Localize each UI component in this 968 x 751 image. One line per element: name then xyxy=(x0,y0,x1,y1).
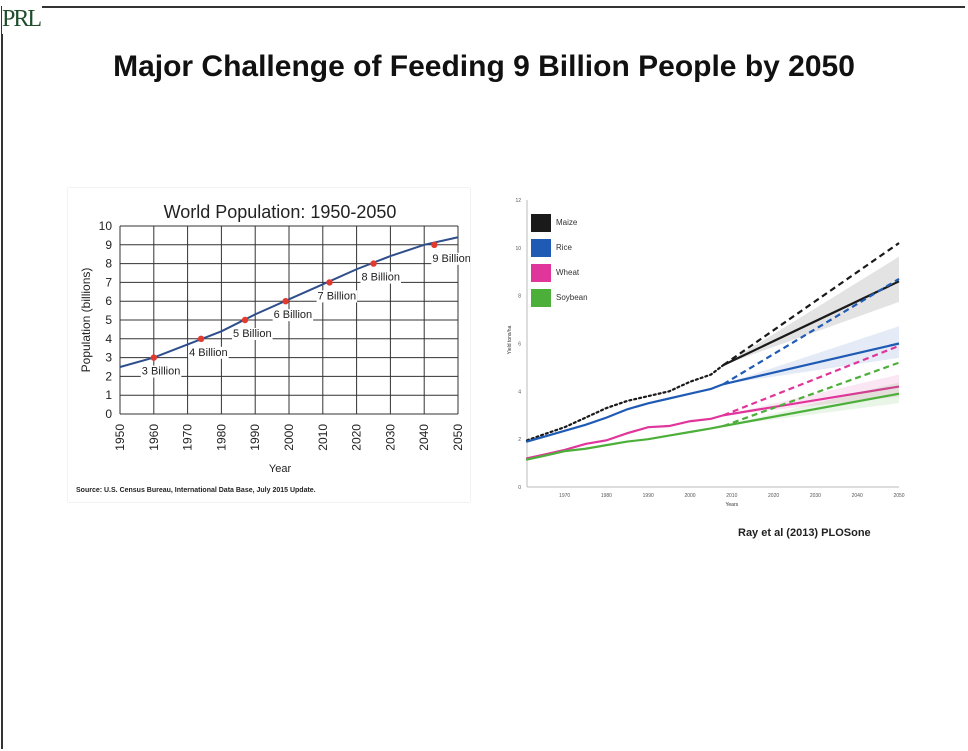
population-y-tick-label: 10 xyxy=(99,219,113,233)
rice-observed-line xyxy=(525,383,725,443)
population-milestone-marker xyxy=(150,354,157,361)
yield-y-tick-label: 6 xyxy=(518,342,521,348)
maize-target-projection xyxy=(722,242,900,366)
soybean-target-projection xyxy=(723,361,900,428)
yield-y-tick-label: 4 xyxy=(518,389,521,395)
slide-frame xyxy=(1,6,965,749)
rice-trend-projection xyxy=(723,342,900,386)
wheat-target-projection xyxy=(723,344,900,417)
maize-legend-swatch xyxy=(531,214,551,232)
wheat-trend-projection xyxy=(723,385,900,417)
crop-yield-svg: 0 2 4 6 8 10 12 1970 1980 1990 2000 2010 2020 2030 204… xyxy=(507,198,905,508)
population-milestone-label: 8 Billion xyxy=(362,272,401,284)
wheat-legend-label: Wheat xyxy=(556,268,580,277)
population-x-tick-label: 1960 xyxy=(147,424,161,451)
population-x-axis-label: Year xyxy=(269,463,292,475)
population-y-tick-label: 7 xyxy=(105,275,112,289)
population-x-tick-label: 2030 xyxy=(383,424,397,451)
world-population-svg: World Population: 1950-2050 0 1 2 3 4 5 6 7 8 9 10 1… xyxy=(79,202,472,475)
population-x-tick-label: 2010 xyxy=(316,424,330,451)
crop-yield-chart: 0 2 4 6 8 10 12 1970 1980 1990 2000 2010 2020 2030 204… xyxy=(505,190,905,515)
population-milestone-marker xyxy=(431,241,438,248)
wheat-legend-swatch xyxy=(531,264,551,282)
world-population-chart: World Population: 1950-2050 0 1 2 3 4 5 6 7 8 9 10 1… xyxy=(68,188,472,502)
population-y-tick-label: 4 xyxy=(105,332,112,346)
maize-observed-line xyxy=(525,363,725,442)
yield-y-tick-label: 12 xyxy=(515,198,521,204)
population-milestone-label: 7 Billion xyxy=(318,290,357,302)
population-milestone-label: 9 Billion xyxy=(432,253,470,265)
population-y-tick-label: 3 xyxy=(105,351,112,365)
population-y-tick-label: 0 xyxy=(105,407,112,421)
citation: Ray et al (2013) PLOSone xyxy=(738,527,871,539)
population-x-tick-label: 2050 xyxy=(451,424,465,451)
population-milestone-marker xyxy=(326,279,333,286)
soybean-observed-line xyxy=(525,424,725,461)
population-milestone-label-bg xyxy=(140,365,182,378)
population-y-tick-label: 8 xyxy=(105,257,112,271)
population-milestone-label: 6 Billion xyxy=(274,309,313,321)
population-milestone-marker xyxy=(197,335,205,342)
rice-target-projection xyxy=(722,277,900,386)
population-series-line xyxy=(119,236,459,368)
soybean-trend-projection xyxy=(723,392,900,428)
population-x-tick-label: 2000 xyxy=(282,424,296,451)
population-y-tick-label: 6 xyxy=(105,294,112,308)
population-milestone-label-bg xyxy=(188,346,229,359)
soybean-legend-swatch xyxy=(531,289,551,307)
population-milestone-label-bg xyxy=(272,309,314,322)
yield-x-tick-label: 1970 xyxy=(559,493,570,499)
population-milestone-label-bg xyxy=(431,252,472,265)
soybean-projection-band xyxy=(723,382,899,427)
yield-x-tick-label: 2020 xyxy=(768,493,779,499)
population-x-tick-label: 1980 xyxy=(214,424,228,451)
population-y-tick-label: 9 xyxy=(105,238,112,252)
yield-x-tick-label: 2030 xyxy=(810,493,821,499)
population-milestone-label: 4 Billion xyxy=(189,347,228,359)
yield-y-tick-label: 0 xyxy=(518,485,521,491)
yield-x-tick-label: 1980 xyxy=(601,493,612,499)
population-milestone-label: 3 Billion xyxy=(142,366,181,378)
rice-projection-band xyxy=(723,326,899,385)
population-milestone-marker xyxy=(282,298,289,305)
population-milestone-marker xyxy=(370,260,377,267)
population-milestone-label-bg xyxy=(316,290,358,303)
population-milestone-label: 5 Billion xyxy=(233,328,272,340)
yield-x-tick-label: 2050 xyxy=(893,493,904,499)
yield-x-tick-label: 2040 xyxy=(852,493,863,499)
wheat-observed-line xyxy=(525,414,725,460)
population-milestone-marker xyxy=(241,316,249,324)
population-x-tick-label: 2020 xyxy=(350,424,364,451)
yield-y-tick-label: 10 xyxy=(515,246,521,252)
population-x-tick-label: 1950 xyxy=(113,424,127,451)
population-chart-title: World Population: 1950-2050 xyxy=(164,202,397,222)
yield-x-tick-label: 1990 xyxy=(643,493,654,499)
yield-x-tick-label: 2010 xyxy=(726,493,737,499)
population-source-note: Source: U.S. Census Bureau, Internationa… xyxy=(76,487,316,494)
yield-y-tick-label: 2 xyxy=(518,437,521,443)
population-y-tick-label: 5 xyxy=(105,313,112,327)
maize-legend-label: Maize xyxy=(556,218,578,227)
population-y-tick-label: 1 xyxy=(105,388,112,402)
rice-legend-swatch xyxy=(531,239,551,257)
prl-logo: PRL xyxy=(2,4,42,34)
yield-x-axis-label: Years xyxy=(726,502,739,508)
population-y-axis-label: Population (billions) xyxy=(79,268,93,373)
soybean-legend-label: Soybean xyxy=(556,293,588,302)
yield-x-tick-label: 2000 xyxy=(684,493,695,499)
slide-title: Major Challenge of Feeding 9 Billion Peo… xyxy=(113,50,855,83)
population-milestone-label-bg xyxy=(360,271,402,284)
population-x-tick-label: 1990 xyxy=(248,424,262,451)
population-y-tick-label: 2 xyxy=(105,369,112,383)
population-x-tick-label: 1970 xyxy=(181,424,195,451)
yield-y-axis-label: Yield tons/ha xyxy=(507,325,513,354)
population-milestone-label-bg xyxy=(232,328,273,340)
rice-legend-label: Rice xyxy=(556,243,573,252)
population-x-tick-label: 2040 xyxy=(417,424,431,451)
yield-y-tick-label: 8 xyxy=(518,294,521,300)
